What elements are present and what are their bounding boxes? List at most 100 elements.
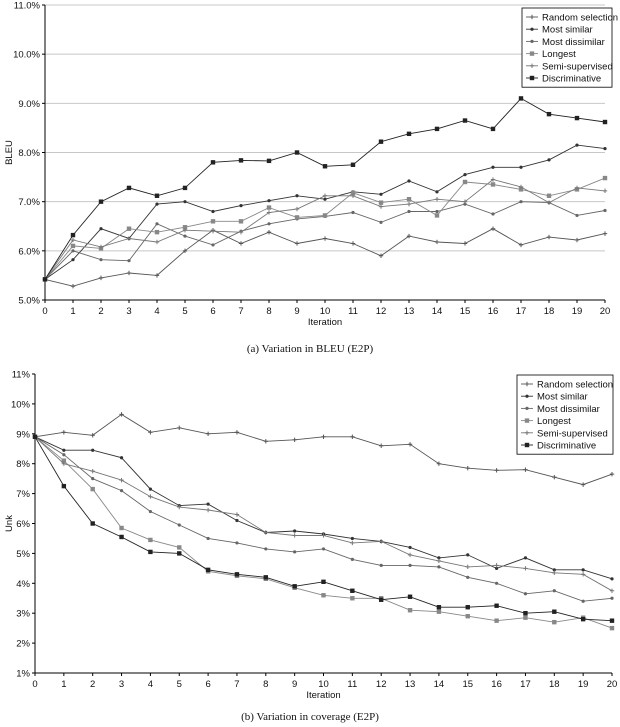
data-point: [574, 115, 580, 121]
x-tick-label: 11: [348, 306, 358, 317]
data-point: [182, 225, 188, 230]
data-point: [465, 465, 470, 471]
data-point: [266, 229, 272, 235]
data-point: [602, 119, 608, 125]
data-point: [119, 525, 124, 531]
data-point: [494, 603, 499, 608]
x-tick-label: 4: [148, 679, 153, 690]
data-point: [126, 270, 132, 276]
legend-swatch-marker: [529, 14, 535, 20]
data-point: [463, 202, 467, 206]
data-point: [406, 201, 412, 207]
x-tick-label: 12: [376, 679, 387, 690]
data-point: [119, 456, 124, 460]
data-point: [91, 448, 95, 452]
y-tick-label: 6.0%: [18, 246, 40, 257]
data-point: [234, 512, 240, 517]
data-point: [155, 202, 159, 206]
x-tick-label: 18: [544, 306, 555, 317]
x-tick-label: 10: [320, 306, 331, 317]
data-point: [437, 556, 441, 560]
legend-entry: Random selection: [542, 13, 618, 24]
x-tick-label: 16: [491, 679, 502, 690]
data-point: [70, 284, 76, 289]
data-point: [294, 206, 300, 212]
data-point: [210, 228, 216, 234]
y-tick-label: 1%: [16, 669, 30, 680]
data-point: [126, 236, 132, 241]
data-point: [407, 209, 411, 214]
data-point: [462, 179, 468, 185]
data-point: [436, 609, 442, 614]
data-point: [350, 434, 355, 439]
data-point: [463, 173, 467, 177]
data-point: [379, 597, 384, 602]
data-point: [546, 193, 552, 198]
x-tick-label: 20: [607, 679, 618, 690]
x-tick-label: 7: [238, 306, 243, 317]
data-point: [465, 613, 470, 619]
data-point: [264, 547, 268, 551]
data-point: [379, 192, 383, 196]
y-axis-label: BLEU: [4, 140, 15, 165]
data-point: [552, 568, 556, 572]
data-point: [350, 588, 355, 593]
data-point: [350, 162, 356, 167]
legend-swatch-marker: [529, 51, 535, 56]
x-tick-label: 5: [177, 679, 182, 690]
legend-swatch-marker: [530, 27, 534, 31]
data-point: [321, 593, 326, 598]
data-point: [610, 577, 614, 581]
data-point: [435, 209, 439, 214]
data-point: [263, 439, 268, 444]
data-point: [155, 222, 159, 226]
data-point: [602, 188, 608, 194]
data-point: [90, 468, 95, 474]
data-point: [406, 197, 412, 202]
data-point: [70, 232, 76, 238]
data-point: [263, 530, 268, 535]
data-point: [351, 210, 355, 215]
y-tick-label: 6%: [16, 519, 30, 530]
data-point: [61, 430, 67, 435]
data-point: [148, 509, 152, 514]
x-tick-label: 17: [516, 306, 527, 317]
data-point: [379, 220, 383, 224]
data-point: [70, 243, 76, 249]
data-point: [205, 431, 211, 436]
data-point: [99, 258, 103, 262]
x-axis-label: Iteration: [308, 317, 342, 328]
data-point: [465, 564, 470, 570]
data-point: [462, 118, 468, 123]
data-point: [90, 433, 95, 438]
series-most-dissimilar: [33, 435, 614, 603]
data-point: [177, 425, 182, 431]
series-random-selection: [42, 226, 608, 289]
data-point: [61, 483, 67, 489]
y-tick-label: 11%: [12, 370, 31, 381]
data-point: [322, 193, 328, 198]
x-tick-label: 3: [119, 679, 124, 690]
data-point: [119, 534, 124, 540]
data-point: [292, 584, 297, 589]
x-tick-label: 7: [234, 679, 239, 690]
x-tick-label: 3: [126, 306, 131, 317]
data-point: [350, 540, 355, 546]
data-point: [119, 412, 124, 417]
data-point: [98, 275, 104, 281]
legend-entry: Discriminative: [542, 74, 601, 85]
x-tick-label: 4: [154, 306, 159, 317]
data-point: [580, 616, 586, 622]
data-point: [71, 258, 75, 262]
data-point: [119, 477, 124, 483]
data-point: [323, 197, 327, 201]
x-tick-label: 19: [572, 306, 583, 317]
legend-entry: Discriminative: [537, 441, 596, 452]
data-point: [148, 537, 153, 543]
data-point: [434, 126, 440, 132]
series-most-similar: [33, 435, 614, 581]
data-point: [177, 504, 182, 510]
data-point: [379, 443, 384, 448]
x-tick-label: 2: [98, 306, 103, 317]
